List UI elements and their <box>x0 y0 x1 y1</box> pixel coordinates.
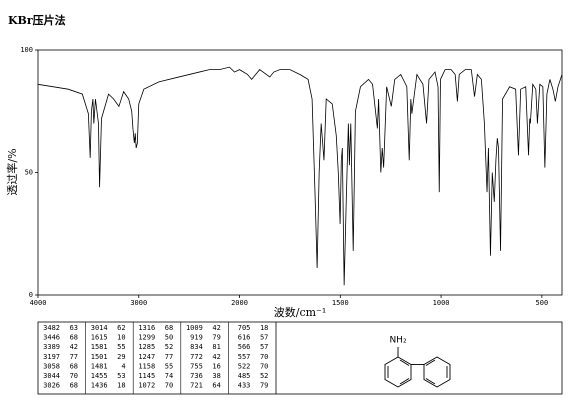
peak-transmittance: 70 <box>260 353 268 361</box>
peak-wavenumber: 705 <box>238 324 251 332</box>
peak-transmittance: 42 <box>212 353 220 361</box>
plot-frame <box>37 49 563 296</box>
peak-wavenumber: 485 <box>238 372 251 380</box>
peak-transmittance: 50 <box>165 334 173 342</box>
peak-wavenumber: 3058 <box>43 362 60 370</box>
peak-transmittance: 68 <box>70 362 78 370</box>
peak-transmittance: 64 <box>212 382 220 390</box>
peak-wavenumber: 3044 <box>43 372 60 380</box>
peak-wavenumber: 1247 <box>138 353 155 361</box>
peak-transmittance: 55 <box>117 343 125 351</box>
peak-wavenumber: 557 <box>238 353 251 361</box>
peak-transmittance: 38 <box>212 372 220 380</box>
peak-transmittance: 55 <box>165 362 173 370</box>
x-tick-label: 1000 <box>433 299 450 307</box>
peak-transmittance: 18 <box>260 324 268 332</box>
peak-transmittance: 63 <box>70 324 78 332</box>
peak-wavenumber: 1299 <box>138 334 155 342</box>
peak-wavenumber: 1481 <box>91 362 108 370</box>
peak-transmittance: 16 <box>212 362 220 370</box>
peak-wavenumber: 736 <box>190 372 203 380</box>
table-frame <box>37 321 563 395</box>
y-axis-label: 透过率/% <box>5 148 19 195</box>
peak-wavenumber: 1581 <box>91 343 108 351</box>
double-bond <box>425 378 436 385</box>
y-tick-label: 100 <box>20 46 33 54</box>
peak-transmittance: 68 <box>70 334 78 342</box>
x-tick-label: 2000 <box>231 299 248 307</box>
peak-transmittance: 74 <box>165 372 173 380</box>
ring-left <box>384 356 412 388</box>
peak-transmittance: 53 <box>117 372 125 380</box>
double-bond <box>425 359 436 366</box>
peak-wavenumber: 1285 <box>138 343 155 351</box>
peak-transmittance: 29 <box>117 353 125 361</box>
peak-wavenumber: 3026 <box>43 382 60 390</box>
chart-title: KBr压片法 <box>8 13 66 27</box>
peak-wavenumber: 522 <box>238 362 251 370</box>
structure <box>384 347 451 388</box>
peak-wavenumber: 616 <box>238 334 251 342</box>
structure-label: NH₂ <box>389 336 407 346</box>
peak-transmittance: 79 <box>260 382 268 390</box>
peak-transmittance: 70 <box>70 372 78 380</box>
peak-wavenumber: 721 <box>190 382 203 390</box>
peak-wavenumber: 1501 <box>91 353 108 361</box>
peak-transmittance: 4 <box>121 362 125 370</box>
peak-wavenumber: 3197 <box>43 353 60 361</box>
peak-wavenumber: 1436 <box>91 382 108 390</box>
peak-wavenumber: 1615 <box>91 334 108 342</box>
ring-right <box>423 356 451 388</box>
peak-transmittance: 68 <box>70 382 78 390</box>
peak-transmittance: 57 <box>260 334 268 342</box>
peak-transmittance: 79 <box>212 334 220 342</box>
peak-wavenumber: 1145 <box>138 372 155 380</box>
peak-wavenumber: 3446 <box>43 334 60 342</box>
peak-wavenumber: 1455 <box>91 372 108 380</box>
peak-wavenumber: 1316 <box>138 324 155 332</box>
peak-wavenumber: 919 <box>190 334 203 342</box>
peak-transmittance: 70 <box>165 382 173 390</box>
peak-transmittance: 68 <box>165 324 173 332</box>
x-axis-label: 波数/cm⁻¹ <box>274 306 327 319</box>
peak-wavenumber: 3014 <box>91 324 108 332</box>
peak-transmittance: 52 <box>165 343 173 351</box>
x-tick-label: 500 <box>536 299 549 307</box>
double-bond <box>399 378 410 385</box>
peak-transmittance: 81 <box>212 343 220 351</box>
peak-transmittance: 70 <box>260 362 268 370</box>
peak-transmittance: 52 <box>260 372 268 380</box>
peak-transmittance: 42 <box>70 343 78 351</box>
peak-wavenumber: 1158 <box>138 362 155 370</box>
peak-transmittance: 77 <box>70 353 78 361</box>
peak-transmittance: 10 <box>117 334 125 342</box>
peak-transmittance: 57 <box>260 343 268 351</box>
peak-transmittance: 77 <box>165 353 173 361</box>
peak-transmittance: 42 <box>212 324 220 332</box>
peak-wavenumber: 1072 <box>138 382 155 390</box>
peak-wavenumber: 566 <box>238 343 251 351</box>
peak-wavenumber: 1009 <box>186 324 203 332</box>
y-tick-label: 50 <box>25 169 33 177</box>
peak-wavenumber: 433 <box>238 382 251 390</box>
peak-transmittance: 62 <box>117 324 125 332</box>
peak-wavenumber: 755 <box>190 362 203 370</box>
double-bond <box>399 359 410 366</box>
peak-transmittance: 18 <box>117 382 125 390</box>
peak-wavenumber: 834 <box>190 343 203 351</box>
peak-wavenumber: 3482 <box>43 324 60 332</box>
spectrum-line <box>37 66 563 286</box>
y-tick-label: 0 <box>29 291 33 299</box>
peak-wavenumber: 3389 <box>43 343 60 351</box>
peak-wavenumber: 772 <box>190 353 203 361</box>
x-tick-label: 3000 <box>130 299 147 307</box>
x-tick-label: 1500 <box>332 299 349 307</box>
x-tick-label: 4000 <box>30 299 47 307</box>
